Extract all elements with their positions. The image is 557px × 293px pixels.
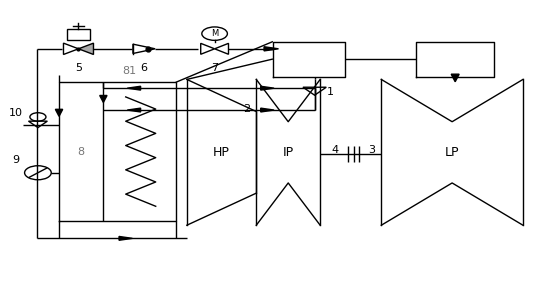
Text: 5: 5 bbox=[75, 63, 82, 73]
Polygon shape bbox=[201, 43, 214, 54]
Bar bbox=[67, 29, 90, 40]
Polygon shape bbox=[119, 236, 133, 240]
Polygon shape bbox=[100, 96, 107, 103]
Text: 3: 3 bbox=[368, 145, 375, 155]
Polygon shape bbox=[303, 87, 326, 95]
Polygon shape bbox=[127, 86, 140, 90]
Polygon shape bbox=[55, 109, 63, 116]
Text: LP: LP bbox=[445, 146, 460, 159]
Text: 8: 8 bbox=[77, 146, 85, 156]
Polygon shape bbox=[214, 43, 228, 54]
Text: M: M bbox=[211, 29, 218, 38]
Polygon shape bbox=[28, 121, 47, 128]
Text: 2: 2 bbox=[243, 104, 251, 114]
Text: 10: 10 bbox=[9, 108, 23, 118]
Text: 9: 9 bbox=[12, 155, 19, 165]
Polygon shape bbox=[63, 43, 79, 54]
Polygon shape bbox=[451, 74, 459, 82]
Polygon shape bbox=[133, 44, 155, 54]
Text: HP: HP bbox=[213, 146, 230, 159]
Polygon shape bbox=[127, 108, 140, 112]
Text: 81: 81 bbox=[122, 66, 136, 76]
Text: IP: IP bbox=[282, 146, 294, 159]
Text: 7: 7 bbox=[211, 63, 218, 73]
Polygon shape bbox=[79, 43, 94, 54]
Polygon shape bbox=[264, 47, 278, 51]
Text: 4: 4 bbox=[331, 145, 339, 155]
Text: 6: 6 bbox=[140, 63, 148, 73]
Polygon shape bbox=[261, 86, 274, 90]
Text: 1: 1 bbox=[327, 87, 334, 97]
Polygon shape bbox=[261, 108, 274, 112]
